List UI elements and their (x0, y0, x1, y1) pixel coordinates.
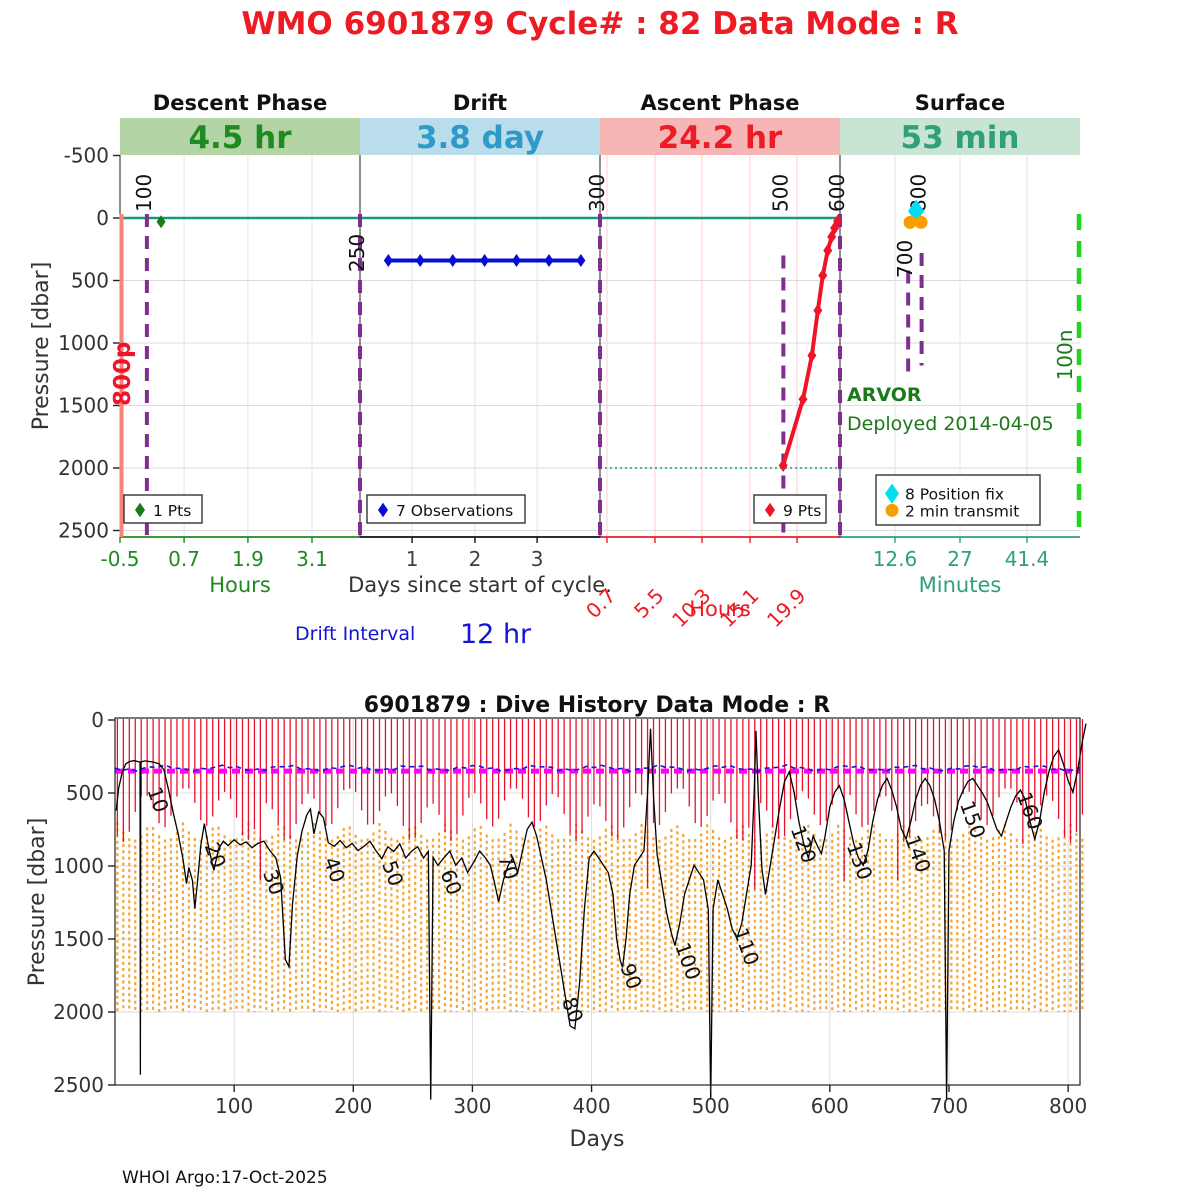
svg-text:Descent Phase: Descent Phase (153, 91, 327, 115)
svg-text:1000: 1000 (58, 331, 109, 355)
svg-text:Drift Interval: Drift Interval (295, 623, 415, 645)
svg-text:27: 27 (947, 547, 972, 571)
svg-text:Hours: Hours (689, 597, 751, 621)
page-title: WMO 6901879 Cycle# : 82 Data Mode : R (241, 6, 958, 42)
svg-text:Days: Days (570, 1127, 625, 1152)
svg-text:Surface: Surface (915, 91, 1005, 115)
svg-text:100n: 100n (1053, 330, 1077, 381)
svg-text:8 Position fix: 8 Position fix (905, 486, 1004, 504)
svg-text:200: 200 (334, 1094, 372, 1118)
svg-text:2 min transmit: 2 min transmit (905, 502, 1019, 520)
svg-text:500: 500 (71, 269, 109, 293)
svg-text:500: 500 (768, 174, 792, 212)
svg-text:1000: 1000 (53, 854, 104, 878)
svg-text:-500: -500 (64, 144, 109, 168)
svg-text:1: 1 (406, 547, 419, 571)
svg-text:2: 2 (469, 547, 482, 571)
credit-footer: WHOI Argo:17-Oct-2025 (122, 1168, 328, 1188)
svg-text:7 Observations: 7 Observations (396, 502, 513, 520)
dive-history-title: 6901879 : Dive History Data Mode : R (364, 693, 830, 718)
svg-text:0: 0 (96, 206, 109, 230)
svg-text:1 Pts: 1 Pts (153, 502, 191, 520)
svg-text:300: 300 (585, 174, 609, 212)
svg-text:Days since start of cycle.: Days since start of cycle. (348, 573, 612, 597)
svg-text:9 Pts: 9 Pts (783, 502, 821, 520)
svg-text:500: 500 (66, 781, 104, 805)
svg-text:250: 250 (345, 234, 369, 272)
svg-text:600: 600 (811, 1094, 849, 1118)
svg-text:3: 3 (531, 547, 544, 571)
svg-text:19.9: 19.9 (762, 584, 810, 632)
svg-text:Minutes: Minutes (919, 573, 1002, 597)
svg-text:800: 800 (1049, 1094, 1087, 1118)
svg-text:150: 150 (955, 797, 991, 841)
svg-text:ARVOR: ARVOR (847, 384, 922, 406)
svg-text:1.9: 1.9 (232, 547, 264, 571)
svg-text:2500: 2500 (58, 519, 109, 543)
svg-text:2000: 2000 (58, 456, 109, 480)
svg-text:1500: 1500 (53, 927, 104, 951)
svg-text:41.4: 41.4 (1005, 547, 1050, 571)
svg-text:140: 140 (900, 832, 936, 876)
svg-text:100: 100 (215, 1094, 253, 1118)
svg-text:12.6: 12.6 (873, 547, 918, 571)
svg-text:2500: 2500 (53, 1073, 104, 1097)
svg-text:1500: 1500 (58, 394, 109, 418)
svg-text:Hours: Hours (209, 573, 271, 597)
svg-text:0: 0 (91, 708, 104, 732)
svg-text:160: 160 (1012, 789, 1048, 833)
svg-text:400: 400 (572, 1094, 610, 1118)
svg-text:700: 700 (893, 240, 917, 278)
svg-text:12 hr: 12 hr (460, 619, 532, 650)
svg-text:110: 110 (729, 924, 765, 968)
svg-text:4.5 hr: 4.5 hr (188, 120, 292, 156)
svg-text:2000: 2000 (53, 1000, 104, 1024)
svg-text:300: 300 (453, 1094, 491, 1118)
svg-text:3.1: 3.1 (296, 547, 328, 571)
svg-text:53 min: 53 min (901, 120, 1020, 156)
svg-text:Drift: Drift (453, 91, 507, 115)
svg-text:Deployed 2014-04-05: Deployed 2014-04-05 (847, 413, 1054, 435)
svg-text:Pressure [dbar]: Pressure [dbar] (25, 818, 50, 987)
svg-text:Ascent Phase: Ascent Phase (641, 91, 800, 115)
svg-text:700: 700 (930, 1094, 968, 1118)
svg-text:70: 70 (493, 851, 524, 883)
svg-text:3.8 day: 3.8 day (416, 120, 544, 156)
svg-text:24.2 hr: 24.2 hr (658, 120, 783, 156)
svg-text:500: 500 (692, 1094, 730, 1118)
svg-text:0.7: 0.7 (168, 547, 200, 571)
svg-text:-0.5: -0.5 (100, 547, 139, 571)
svg-text:80: 80 (557, 994, 588, 1026)
svg-text:Pressure [dbar]: Pressure [dbar] (29, 262, 54, 431)
cycle-timing-chart: Descent Phase 4.5 hr -0.5 0.7 1.9 3.1 Hours Dri… (29, 91, 1082, 650)
svg-text:40: 40 (319, 854, 350, 886)
svg-text:5.5: 5.5 (629, 584, 668, 623)
svg-text:100: 100 (132, 174, 156, 212)
svg-text:130: 130 (842, 839, 878, 883)
svg-text:800p: 800p (110, 342, 136, 406)
svg-text:600: 600 (825, 174, 849, 212)
